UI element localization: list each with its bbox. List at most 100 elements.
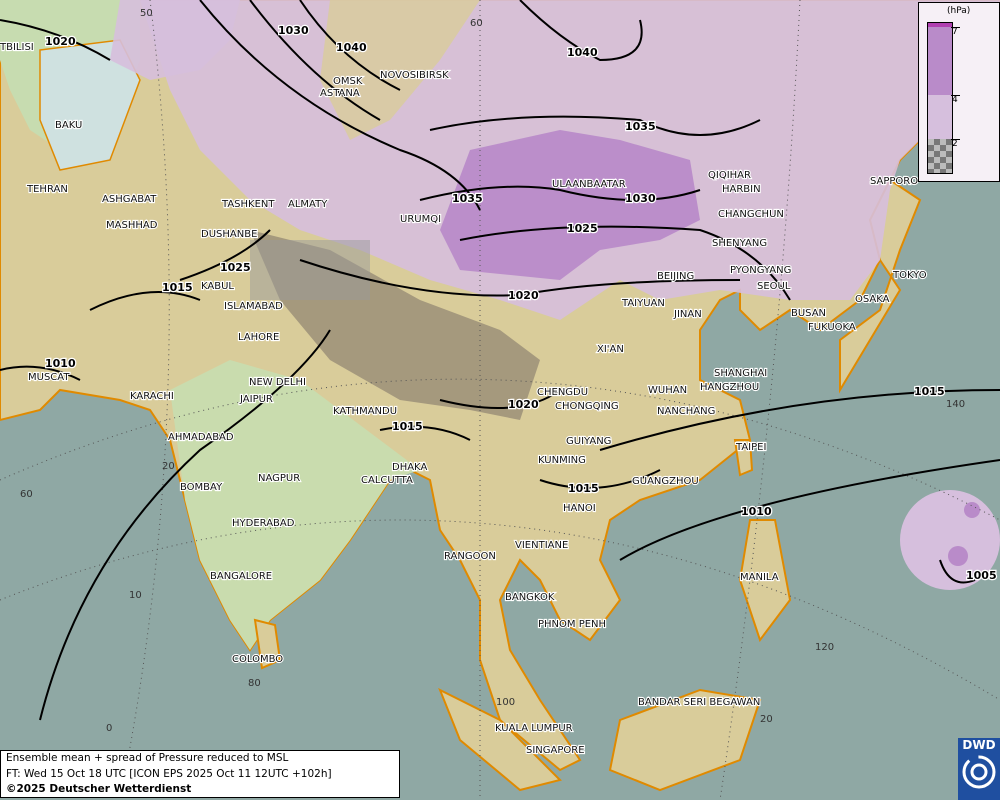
city-label: SINGAPORE <box>526 745 585 756</box>
isobar-label: 1015 <box>162 281 193 294</box>
city-label: CALCUTTA <box>361 475 413 486</box>
caption-copyright: ©2025 Deutscher Wetterdienst <box>6 783 192 795</box>
legend-tick <box>951 95 960 96</box>
isobar-label: 1025 <box>567 222 598 235</box>
legend-seg-low <box>928 139 952 173</box>
isobar-label: 1025 <box>220 261 251 274</box>
isobar-label: 1020 <box>45 35 76 48</box>
city-label: TAIPEI <box>735 442 766 453</box>
legend-tick <box>951 139 960 140</box>
legend-tick-label: 7 <box>952 27 958 37</box>
legend-tick-label: 4 <box>952 95 958 105</box>
isobar-label: 1020 <box>508 398 539 411</box>
city-label: NAGPUR <box>258 473 300 484</box>
city-label: RANGOON <box>444 551 496 562</box>
isobars <box>0 0 1000 721</box>
graticule-label: 20 <box>760 714 773 725</box>
city-label: HARBIN <box>722 184 761 195</box>
dwd-logo-text: DWD <box>962 738 996 752</box>
city-label: BAKU <box>55 120 82 131</box>
city-label: BUSAN <box>791 308 826 319</box>
city-label: KUALA LUMPUR <box>495 723 573 734</box>
city-label: MASHHAD <box>106 220 158 231</box>
graticule-label: 60 <box>20 489 33 500</box>
city-label: HANOI <box>563 503 596 514</box>
graticule-label: 100 <box>496 697 515 708</box>
legend-seg-high <box>928 27 952 95</box>
caption-forecast-time: FT: Wed 15 Oct 18 UTC [ICON EPS 2025 Oct… <box>6 767 332 780</box>
isobar-labels: 1020 1030 1040 1040 1035 1035 1030 1025 1020 1025… <box>44 23 998 584</box>
legend-seg-top <box>928 23 952 27</box>
city-label: TBILISI <box>0 42 34 53</box>
isobar-label: 1035 <box>452 192 483 205</box>
isobar-label: 1030 <box>625 192 656 205</box>
isobar-label: 1010 <box>741 505 772 518</box>
city-label: GUIYANG <box>566 436 611 447</box>
isobar-label: 1010 <box>45 357 76 370</box>
city-label: MANILA <box>740 572 779 583</box>
legend-seg-mid <box>928 95 952 139</box>
city-label: SHANGHAI <box>714 368 767 379</box>
legend-tick <box>951 27 960 28</box>
city-label: TASHKENT <box>221 199 275 210</box>
city-label: HYDERABAD <box>232 518 295 529</box>
isobar-label: 1015 <box>914 385 945 398</box>
graticule-label: 120 <box>815 642 834 653</box>
graticule-label: 0 <box>106 723 112 734</box>
caption: Ensemble mean + spread of Pressure reduc… <box>0 750 400 798</box>
city-label: WUHAN <box>648 385 687 396</box>
city-label: ISLAMABAD <box>224 301 283 312</box>
city-label: XI'AN <box>597 344 624 355</box>
city-label: CHANGCHUN <box>718 209 784 220</box>
city-label: PYONGYANG <box>730 265 791 276</box>
city-label: KUNMING <box>538 455 586 466</box>
city-label: NOVOSIBIRSK <box>380 70 449 81</box>
city-label: KARACHI <box>130 391 174 402</box>
city-label: KATHMANDU <box>333 406 397 417</box>
city-label: OMSK <box>333 76 363 87</box>
isobar-label: 1035 <box>625 120 656 133</box>
city-label: LAHORE <box>238 332 279 343</box>
isobar-label: 1015 <box>568 482 599 495</box>
city-label: MUSCAT <box>28 372 70 383</box>
city-label: OSAKA <box>855 294 890 305</box>
city-label: SHENYANG <box>712 238 767 249</box>
city-label: CHENGDU <box>537 387 588 398</box>
graticule-labels: 50 60 140 20 60 20 10 80 0 100 120 <box>20 8 965 734</box>
city-label: VIENTIANE <box>515 540 568 551</box>
legend-unit: (hPa) <box>947 6 971 16</box>
city-label: BANGALORE <box>210 571 272 582</box>
city-label: PHNOM PENH <box>538 619 606 630</box>
dwd-logo: DWD <box>958 738 1000 800</box>
isobar-label: 1005 <box>966 569 997 582</box>
graticule-label: 50 <box>140 8 153 19</box>
graticule-label: 80 <box>248 678 261 689</box>
caption-title: Ensemble mean + spread of Pressure reduc… <box>6 752 289 764</box>
isobar-label: 1040 <box>336 41 367 54</box>
city-label: TAIYUAN <box>621 298 665 309</box>
city-label: HANGZHOU <box>700 382 759 393</box>
isobar-label: 1040 <box>567 46 598 59</box>
city-label: SEOUL <box>757 281 791 292</box>
city-label: GUANGZHOU <box>632 476 699 487</box>
city-label: TOKYO <box>892 270 927 281</box>
city-label: BANDAR SERI BEGAWAN <box>638 697 760 708</box>
graticule-label: 60 <box>470 18 483 29</box>
legend-tick-label: 2 <box>952 139 958 149</box>
city-label: BEIJING <box>657 271 694 282</box>
city-label: NEW DELHI <box>249 377 306 388</box>
spread-shading <box>110 0 1000 590</box>
legend: (hPa) 7 4 2 <box>918 2 1000 182</box>
isobar-label: 1020 <box>508 289 539 302</box>
city-label: TEHRAN <box>26 184 68 195</box>
city-label: KABUL <box>201 281 234 292</box>
city-label: ULAANBAATAR <box>552 179 626 190</box>
city-label: CHONGQING <box>555 401 619 412</box>
city-label: COLOMBO <box>232 654 283 665</box>
isobar-label: 1030 <box>278 24 309 37</box>
isobar-label: 1015 <box>392 420 423 433</box>
city-label: FUKUOKA <box>808 322 856 333</box>
city-label: ASTANA <box>320 88 360 99</box>
